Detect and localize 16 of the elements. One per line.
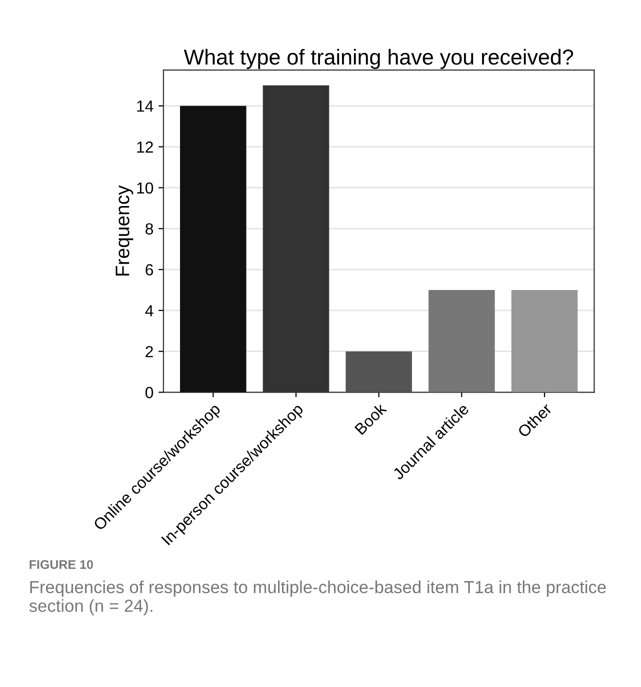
bar	[180, 106, 246, 392]
y-tick-label: 10	[137, 182, 154, 194]
y-tick-label: 8	[146, 223, 154, 235]
text: Frequencies of responses to multiple-choice-based item T1a in the practice section (n = 24).	[29, 580, 606, 616]
bar	[428, 290, 495, 392]
y-tick-label: 12	[137, 141, 153, 153]
caption: FIGURE 10	[30, 560, 93, 569]
bar	[346, 351, 412, 392]
y-tick-label: 6	[146, 264, 154, 276]
chart-title: What type of training have you received?	[184, 48, 574, 69]
y-axis-title: Frequency	[116, 185, 134, 276]
y-tick-label: 4	[145, 305, 154, 316]
y-tick-label: 0	[145, 386, 154, 398]
y-tick-label: 14	[137, 100, 154, 112]
y-tick-label: 2	[146, 346, 153, 358]
bar	[511, 290, 578, 392]
